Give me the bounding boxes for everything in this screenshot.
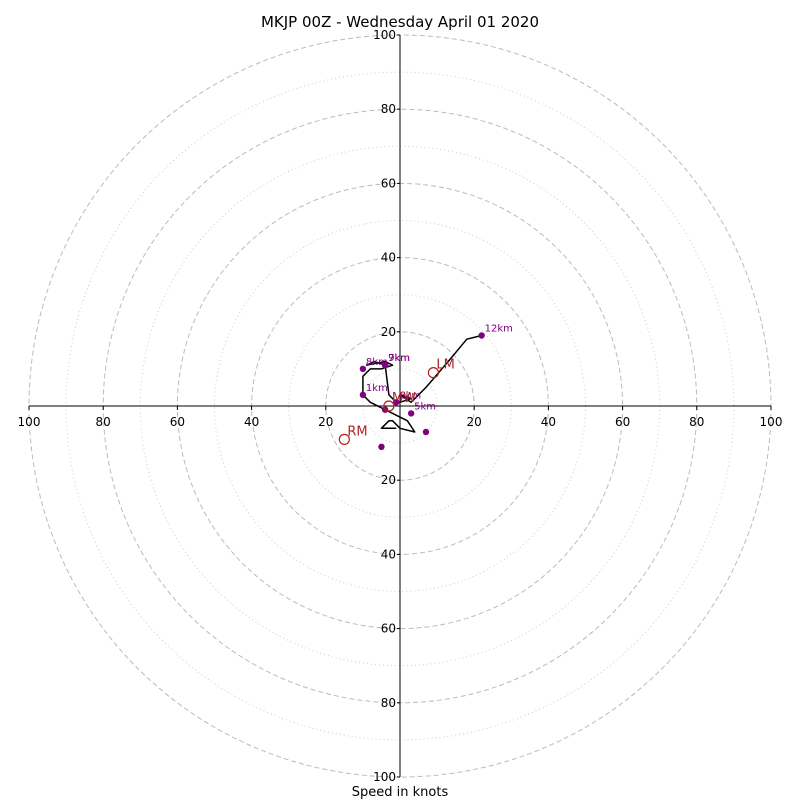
y-tick-label: 80: [381, 696, 396, 710]
x-axis-label: Speed in knots: [352, 785, 449, 800]
hodograph-line: [362, 334, 482, 433]
height-marker: [378, 443, 385, 451]
height-marker: [478, 332, 485, 339]
height-label: 1km: [366, 383, 388, 394]
y-tick-label: 60: [381, 622, 396, 636]
height-marker: [359, 365, 367, 373]
hodograph-trace: [362, 334, 482, 433]
height-label: 9km: [388, 353, 410, 364]
axes: [29, 35, 771, 777]
storm-motion-label: LM: [436, 358, 454, 373]
x-tick-label: 100: [18, 415, 41, 429]
x-tick-label: 40: [541, 415, 556, 429]
x-tick-label: 80: [689, 415, 704, 429]
height-marker: [381, 361, 389, 369]
x-tick-label: 60: [615, 415, 630, 429]
tick-labels: 100 100 80 80 60 60 40 40 20 20 20 20 40 40 60 60 80 80 10…: [18, 28, 783, 784]
height-label: 8km: [366, 357, 388, 368]
storm-motion-marker: [383, 400, 395, 412]
storm-motion-markers: RM LM MW: [338, 358, 455, 445]
chart-title: MKJP 00Z - Wednesday April 01 2020: [261, 13, 539, 31]
y-tick-label: 100: [373, 770, 396, 784]
y-tick-label: 60: [381, 176, 396, 190]
y-tick-label: 20: [381, 473, 396, 487]
y-tick-label: 100: [373, 28, 396, 42]
height-label: 12km: [485, 324, 513, 335]
height-marker: [422, 428, 430, 436]
storm-motion-label: RM: [347, 424, 367, 439]
x-tick-label: 20: [318, 415, 333, 429]
x-tick-label: 40: [244, 415, 259, 429]
x-tick-label: 20: [467, 415, 482, 429]
x-tick-label: 60: [170, 415, 185, 429]
storm-motion-marker: [338, 433, 350, 445]
storm-motion-label: MW: [392, 391, 416, 406]
height-label: 5km: [414, 401, 436, 412]
y-tick-label: 40: [381, 547, 396, 561]
height-label: 7km: [388, 353, 410, 364]
y-tick-label: 40: [381, 251, 396, 265]
height-marker: [407, 410, 415, 417]
x-tick-label: 100: [760, 415, 783, 429]
height-marker: [393, 399, 400, 406]
y-tick-label: 20: [381, 325, 396, 339]
height-label: 6km: [399, 390, 421, 401]
y-tick-label: 80: [381, 102, 396, 116]
height-marker: [359, 391, 367, 399]
storm-motion-marker: [427, 367, 439, 379]
x-tick-label: 80: [96, 415, 111, 429]
